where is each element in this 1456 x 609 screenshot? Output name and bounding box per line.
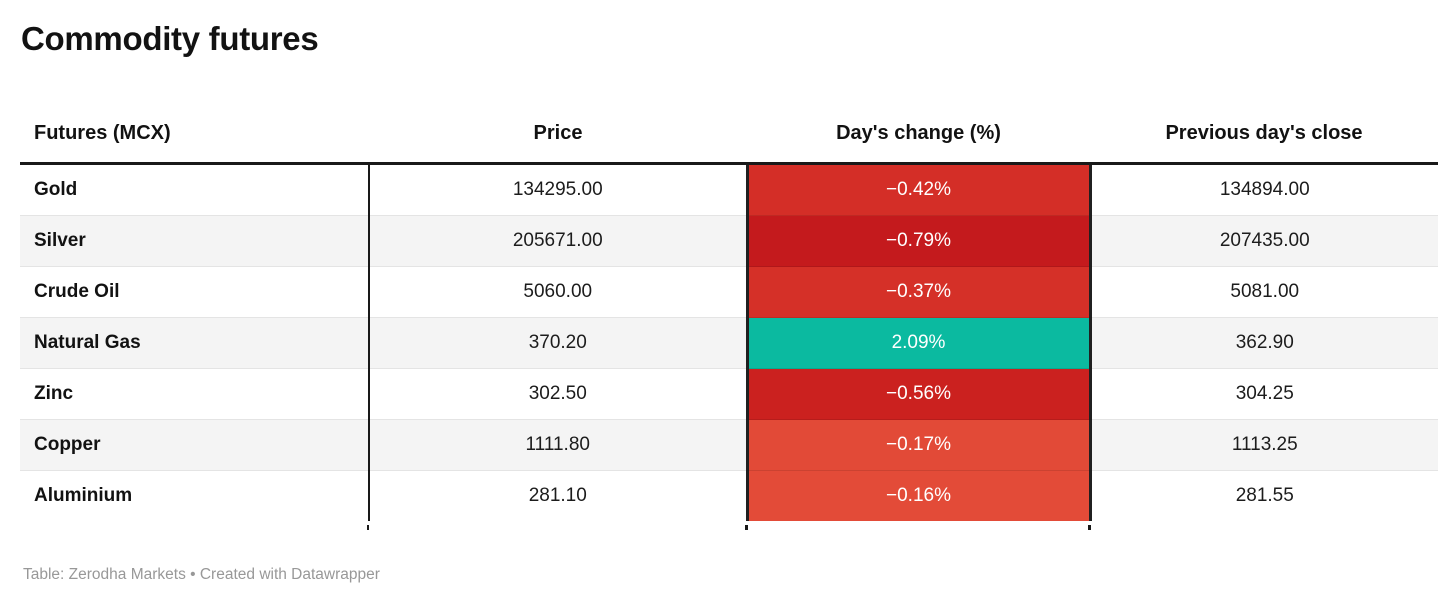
futures-name-cell: Gold	[20, 163, 370, 216]
futures-name-cell: Silver	[20, 215, 370, 267]
header-price: Price	[369, 112, 747, 165]
price-cell: 134295.00	[512, 179, 603, 200]
header-futures: Futures (MCX)	[20, 112, 369, 165]
price-cell: 205671.00	[369, 215, 747, 267]
futures-name-cell: Aluminium	[20, 470, 370, 521]
commodity-table: Futures (MCX) Price Day's change (%) Pre…	[20, 112, 1438, 521]
change-cell: −0.16%	[745, 470, 1092, 521]
page-title: Commodity futures	[21, 20, 319, 57]
table-source-footer: Table: Zerodha Markets • Created with Da…	[23, 566, 380, 583]
table-row: Copper 1111.80 −0.17% 1113.25	[20, 419, 1438, 471]
change-cell: 2.09%	[745, 317, 1092, 369]
prev-close-cell: 134894.00	[1219, 179, 1310, 200]
change-cell: −0.42%	[745, 163, 1092, 216]
futures-name-cell: Crude Oil	[20, 266, 370, 318]
futures-name-cell: Zinc	[20, 368, 370, 420]
prev-close-cell: 5081.00	[1090, 266, 1438, 318]
table-row: Silver 205671.00 −0.79% 207435.00	[20, 215, 1438, 267]
header-prev-close: Previous day's close	[1090, 112, 1438, 165]
table-row: Gold 134295.00 −0.42% 134894.00	[20, 163, 1438, 216]
commodity-table-container: Futures (MCX) Price Day's change (%) Pre…	[20, 112, 1438, 530]
futures-name-cell: Copper	[20, 419, 370, 471]
prev-close-cell: 207435.00	[1090, 215, 1438, 267]
price-cell: 281.10	[369, 470, 747, 521]
price-cell: 5060.00	[369, 266, 747, 318]
table-body: Gold 134295.00 −0.42% 134894.00 Silver 2…	[20, 163, 1438, 521]
table-row: Zinc 302.50 −0.56% 304.25	[20, 368, 1438, 420]
header-change: Day's change (%)	[747, 112, 1090, 165]
price-cell: 370.20	[369, 317, 747, 369]
change-column-right-border-tick	[1088, 525, 1091, 530]
change-cell: −0.79%	[745, 215, 1092, 267]
table-row: Crude Oil 5060.00 −0.37% 5081.00	[20, 266, 1438, 318]
change-cell: −0.17%	[745, 419, 1092, 471]
change-cell: −0.56%	[745, 368, 1092, 420]
change-cell: −0.37%	[745, 266, 1092, 318]
price-cell: 302.50	[369, 368, 747, 420]
change-column-left-border-tick	[745, 525, 748, 530]
prev-close-cell: 1113.25	[1090, 419, 1438, 471]
table-row: Aluminium 281.10 −0.16% 281.55	[20, 470, 1438, 521]
prev-close-cell: 362.90	[1090, 317, 1438, 369]
table-row: Natural Gas 370.20 2.09% 362.90	[20, 317, 1438, 369]
table-header: Futures (MCX) Price Day's change (%) Pre…	[20, 112, 1438, 165]
column-divider-tick	[367, 525, 369, 530]
header-row: Futures (MCX) Price Day's change (%) Pre…	[20, 112, 1438, 165]
futures-name-cell: Natural Gas	[20, 317, 370, 369]
prev-close-cell: 304.25	[1090, 368, 1438, 420]
prev-close-cell: 281.55	[1090, 470, 1438, 521]
price-cell: 1111.80	[369, 419, 747, 471]
